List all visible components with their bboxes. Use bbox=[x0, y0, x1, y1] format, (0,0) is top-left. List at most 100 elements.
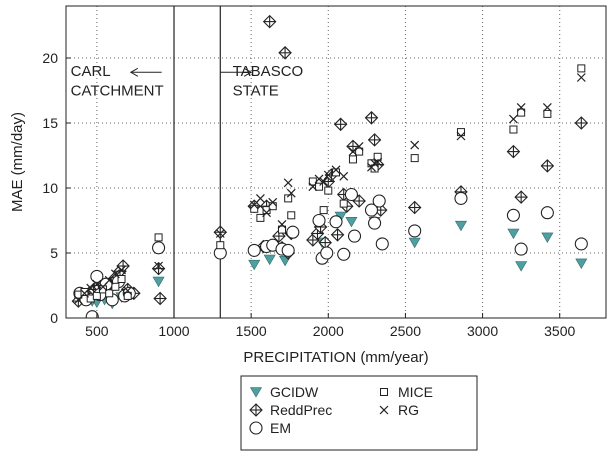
data-point bbox=[86, 283, 96, 293]
data-point bbox=[347, 229, 362, 243]
data-point bbox=[117, 275, 126, 283]
legend-marker bbox=[249, 403, 263, 417]
data-point bbox=[286, 225, 300, 239]
x-tick-label: 3000 bbox=[467, 323, 498, 339]
legend-item-gcidw: GCIDW bbox=[249, 384, 319, 400]
legend-item-mice: MICE bbox=[380, 384, 433, 400]
data-point bbox=[339, 171, 349, 181]
data-point bbox=[456, 128, 465, 137]
annotation-label: CARL bbox=[71, 63, 111, 80]
data-point bbox=[80, 288, 89, 298]
plot-frame bbox=[65, 5, 607, 319]
data-point bbox=[284, 194, 293, 203]
data-point bbox=[354, 141, 364, 151]
data-point bbox=[324, 186, 333, 195]
data-point bbox=[509, 114, 518, 124]
data-point bbox=[287, 211, 296, 220]
data-point bbox=[540, 159, 555, 173]
data-point bbox=[323, 170, 333, 180]
data-point bbox=[339, 199, 348, 208]
data-point bbox=[286, 188, 296, 198]
series-mice bbox=[74, 64, 586, 303]
data-point bbox=[337, 247, 351, 261]
legend-item-em: EM bbox=[249, 420, 291, 436]
data-point bbox=[247, 243, 261, 257]
data-point bbox=[329, 215, 343, 229]
data-point bbox=[123, 291, 132, 300]
data-point bbox=[574, 116, 589, 130]
data-point bbox=[509, 125, 518, 134]
data-point bbox=[278, 46, 292, 60]
data-point bbox=[250, 204, 259, 213]
region-arrow bbox=[220, 67, 253, 77]
x-tick-label: 2000 bbox=[313, 323, 344, 339]
data-point bbox=[507, 228, 520, 240]
data-point bbox=[348, 147, 358, 157]
x-tick-label: 1000 bbox=[158, 323, 189, 339]
legend-marker bbox=[379, 405, 389, 415]
legend-label: RG bbox=[398, 402, 419, 418]
legend-label: EM bbox=[270, 420, 291, 436]
data-point bbox=[278, 225, 286, 234]
y-axis-label: MAE (mm/day) bbox=[9, 112, 26, 212]
data-point bbox=[348, 155, 357, 164]
data-point bbox=[344, 187, 358, 202]
legend: GCIDW ReddPrec EM MICE RG bbox=[240, 375, 478, 451]
data-point bbox=[111, 282, 120, 291]
data-point bbox=[216, 241, 225, 250]
data-point bbox=[364, 203, 379, 217]
data-point bbox=[153, 291, 167, 306]
data-point bbox=[574, 237, 588, 251]
data-point bbox=[540, 206, 554, 220]
data-point bbox=[277, 219, 287, 229]
data-point bbox=[312, 213, 326, 228]
data-point bbox=[117, 265, 126, 275]
annotation-label: STATE bbox=[233, 83, 279, 100]
data-point bbox=[262, 14, 277, 29]
data-points bbox=[71, 14, 589, 318]
data-point bbox=[368, 216, 382, 230]
annotations: CARL CATCHMENT TABASCO STATE bbox=[71, 63, 304, 100]
x-axis-label: PRECIPITATION (mm/year) bbox=[243, 349, 428, 366]
data-point bbox=[373, 157, 383, 167]
region-arrow bbox=[129, 67, 162, 77]
data-point bbox=[506, 144, 521, 159]
legend-label: MICE bbox=[398, 384, 433, 400]
legend-label: GCIDW bbox=[270, 384, 319, 400]
data-point bbox=[92, 279, 102, 289]
data-point bbox=[456, 131, 466, 141]
data-point bbox=[319, 177, 329, 186]
data-point bbox=[454, 191, 468, 205]
data-point bbox=[314, 174, 324, 184]
data-point bbox=[85, 310, 99, 318]
data-point bbox=[268, 197, 278, 207]
data-point bbox=[320, 246, 334, 260]
data-point bbox=[370, 158, 379, 168]
data-point bbox=[333, 117, 348, 132]
legend-marker bbox=[249, 421, 263, 435]
data-point bbox=[215, 229, 225, 238]
legend-item-reddprec: ReddPrec bbox=[249, 402, 332, 418]
data-point bbox=[408, 224, 422, 238]
y-tick-label: 0 bbox=[50, 310, 58, 326]
annotation-label: TABASCO bbox=[233, 63, 304, 80]
x-tick-label: 1500 bbox=[236, 323, 267, 339]
data-point bbox=[90, 269, 104, 283]
series-em bbox=[73, 187, 588, 318]
y-tick-label: 5 bbox=[50, 245, 58, 261]
data-point bbox=[577, 64, 586, 73]
data-point bbox=[283, 178, 293, 188]
gridlines bbox=[66, 6, 606, 318]
data-point bbox=[516, 102, 526, 112]
data-point bbox=[517, 108, 526, 117]
data-point bbox=[80, 288, 89, 296]
data-point bbox=[542, 102, 552, 112]
data-point bbox=[330, 228, 345, 242]
data-point bbox=[255, 193, 265, 203]
data-point bbox=[375, 237, 389, 251]
data-point bbox=[248, 259, 261, 271]
legend-label: ReddPrec bbox=[270, 402, 332, 418]
data-point bbox=[410, 140, 420, 150]
data-point bbox=[514, 242, 528, 256]
